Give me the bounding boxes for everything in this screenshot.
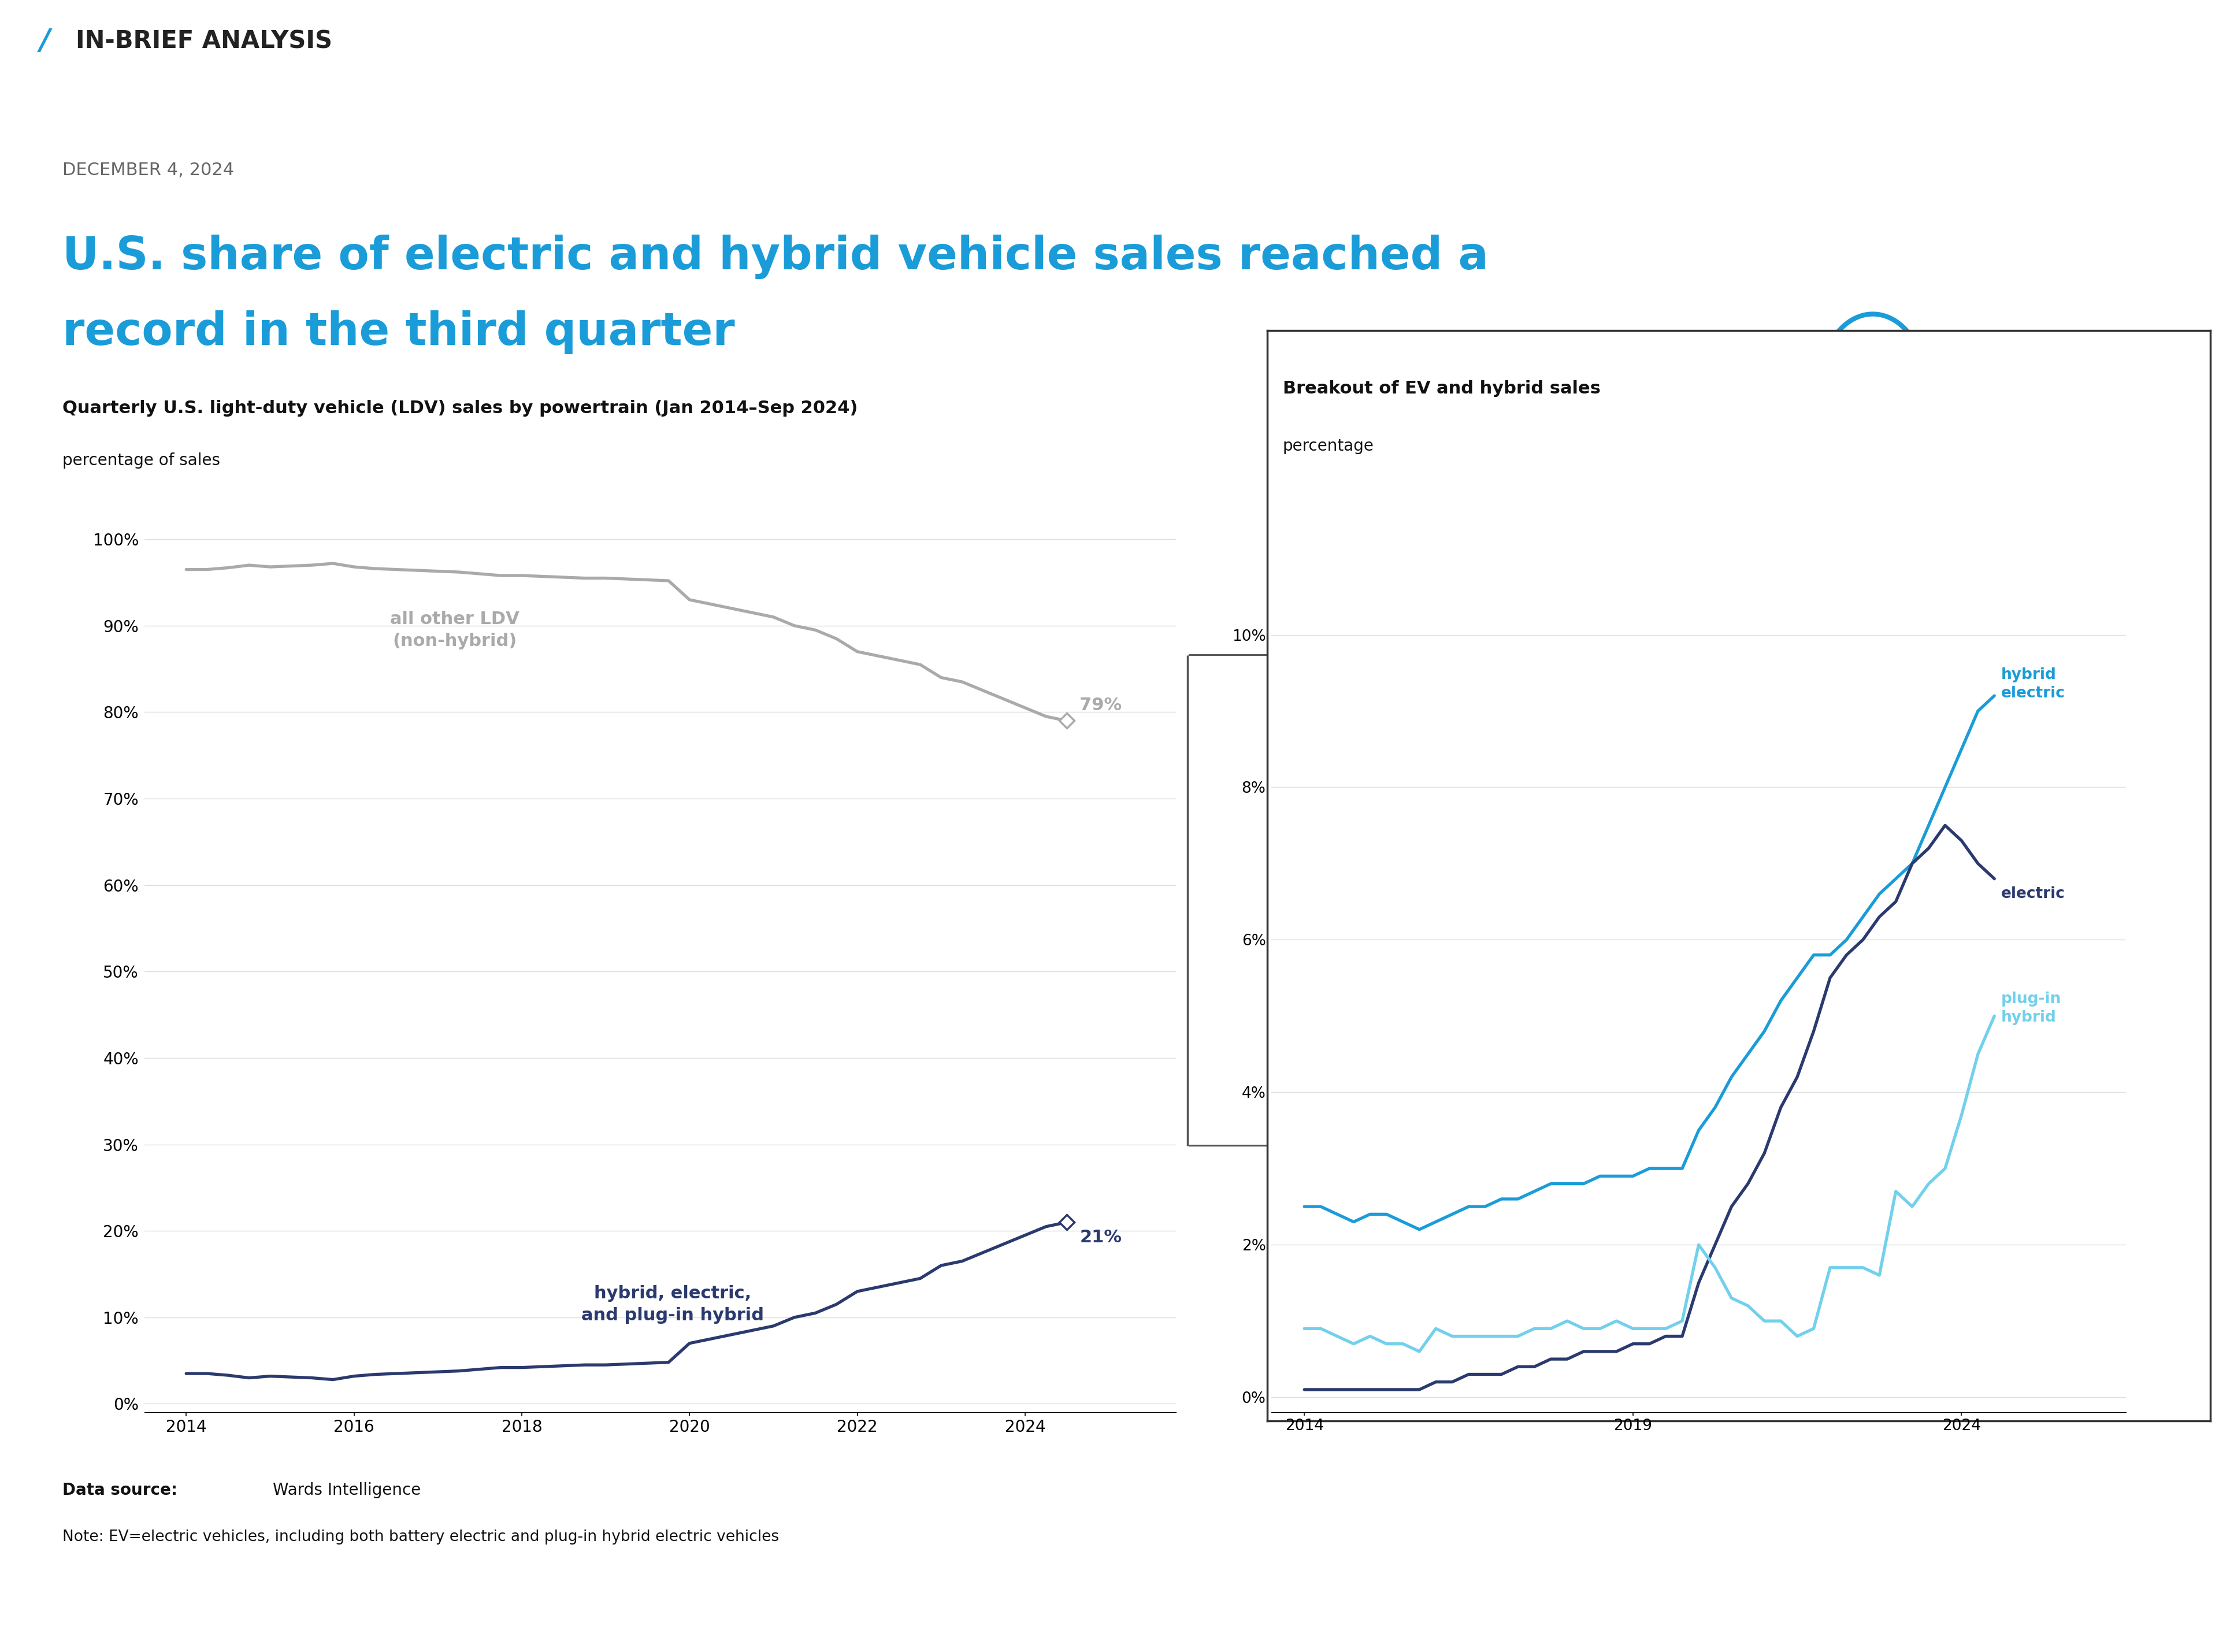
Text: 79%: 79% xyxy=(1081,697,1123,714)
Text: percentage: percentage xyxy=(1283,438,1374,454)
Text: IN-BRIEF ANALYSIS: IN-BRIEF ANALYSIS xyxy=(75,30,333,53)
Text: Data source:: Data source: xyxy=(62,1482,178,1498)
Text: all other LDV
(non-hybrid): all other LDV (non-hybrid) xyxy=(391,611,519,649)
Text: percentage of sales: percentage of sales xyxy=(62,453,220,469)
Text: hybrid
electric: hybrid electric xyxy=(2002,667,2066,700)
Text: Breakout of EV and hybrid sales: Breakout of EV and hybrid sales xyxy=(1283,380,1600,396)
Text: U.S. share of electric and hybrid vehicle sales reached a: U.S. share of electric and hybrid vehicl… xyxy=(62,235,1489,279)
Text: record in the third quarter: record in the third quarter xyxy=(62,311,734,355)
Text: eia: eia xyxy=(1937,373,2008,413)
Text: DECEMBER 4, 2024: DECEMBER 4, 2024 xyxy=(62,162,233,178)
Text: hybrid, electric,
and plug-in hybrid: hybrid, electric, and plug-in hybrid xyxy=(581,1285,763,1323)
Text: Note: EV=electric vehicles, including both battery electric and plug-in hybrid e: Note: EV=electric vehicles, including bo… xyxy=(62,1530,779,1545)
Text: plug-in
hybrid: plug-in hybrid xyxy=(2002,991,2061,1026)
Text: Wards Intelligence: Wards Intelligence xyxy=(273,1482,422,1498)
Text: Quarterly U.S. light-duty vehicle (LDV) sales by powertrain (Jan 2014–Sep 2024): Quarterly U.S. light-duty vehicle (LDV) … xyxy=(62,400,857,416)
Text: electric: electric xyxy=(2002,887,2066,902)
Text: /: / xyxy=(40,28,51,55)
Text: 21%: 21% xyxy=(1081,1229,1123,1246)
